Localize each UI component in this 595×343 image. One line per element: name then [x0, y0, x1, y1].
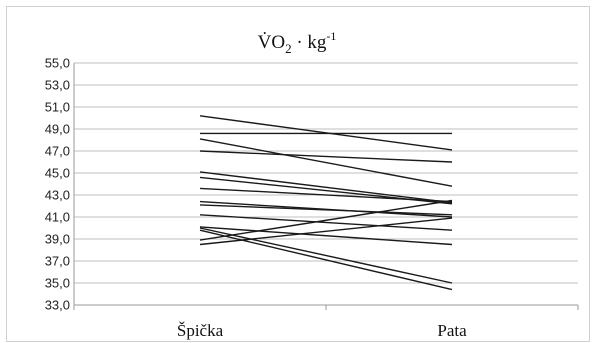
series-line-3 [199, 138, 453, 187]
y-tick-label: 33,0 [45, 298, 70, 313]
y-tick-label: 35,0 [45, 276, 70, 291]
y-tick-label: 37,0 [45, 254, 70, 269]
y-tick-label: 41,0 [45, 210, 70, 225]
title-base: V̇O [258, 30, 285, 53]
y-tick-label: 53,0 [45, 78, 70, 93]
y-tick-label: 43,0 [45, 188, 70, 203]
series-line-11 [199, 226, 453, 246]
y-tick-label: 39,0 [45, 232, 70, 247]
series-line-4 [199, 150, 453, 163]
series-line-7 [199, 187, 453, 203]
y-tick-label: 51,0 [45, 100, 70, 115]
title-subscript: 2 [285, 41, 292, 56]
x-axis: Špička Pata [73, 304, 579, 340]
x-category-label: Pata [437, 321, 467, 340]
title-rest: · kg [292, 32, 327, 53]
y-tick-label: 47,0 [45, 144, 70, 159]
chart-title: V̇O2 · kg-1 [258, 29, 337, 56]
series-line-5 [199, 171, 453, 204]
x-category-label: Špička [177, 321, 224, 340]
chart-frame [6, 6, 590, 342]
y-tick-label: 49,0 [45, 122, 70, 137]
series-line-9 [199, 204, 453, 216]
y-tick-label: 45,0 [45, 166, 70, 181]
series-lines [199, 115, 453, 291]
y-axis: 33,0 35,0 37,0 39,0 41,0 43,0 45,0 47,0 49,0 51,0… [45, 56, 75, 313]
gridlines [74, 62, 578, 306]
series-line-10 [199, 214, 453, 231]
series-line-15 [199, 217, 453, 246]
y-tick-label: 55,0 [45, 56, 70, 71]
series-line-14 [199, 199, 453, 241]
title-superscript: -1 [326, 29, 336, 43]
series-line-12 [199, 227, 453, 284]
